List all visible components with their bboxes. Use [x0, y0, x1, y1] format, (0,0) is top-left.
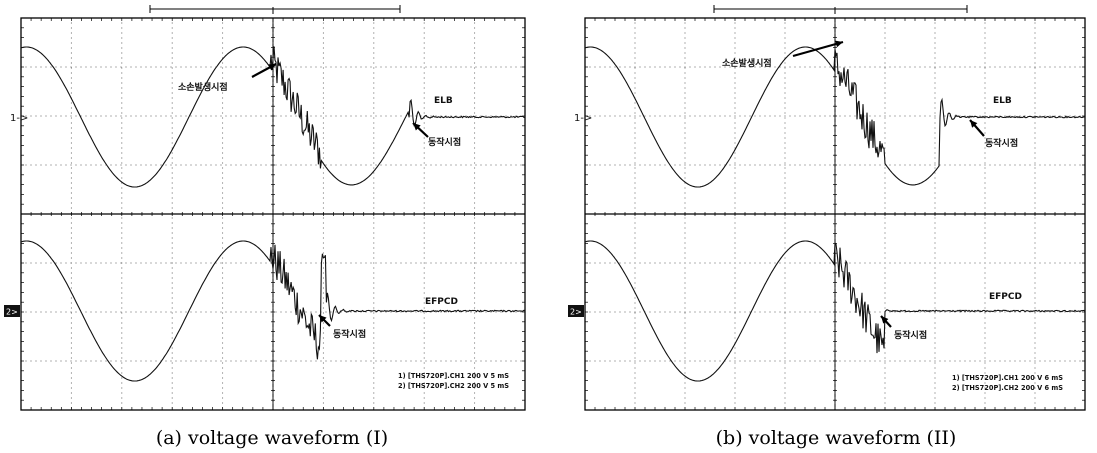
scope-settings-line: 1) [THS720P].CH1 200 V 5 mS: [398, 372, 509, 380]
arrow-damage-point: [792, 40, 844, 58]
ch1-waveform: [584, 46, 1085, 188]
ch1-marker: 1->: [574, 113, 592, 124]
scope-settings-line: 2) [THS720P].CH2 200 V 6 mS: [952, 384, 1063, 392]
label-elb: ELB: [434, 96, 453, 106]
label-damage-point: 소손발생시점: [722, 57, 772, 69]
panel-a: 1-> 2> 소손발생시점 ELB 동작시점 EFPCD 동작시점 1) [THS720P].…: [4, 5, 526, 449]
arrow-elb-trip: [969, 119, 985, 137]
panel-b: 1-> 2> 소손발생시점 ELB 동작시점 EFPCD 동작시점 1) [THS720P].…: [568, 5, 1086, 449]
label-elb: ELB: [993, 96, 1012, 106]
arrow-efpcd-trip: [318, 314, 331, 327]
svg-text:2>: 2>: [6, 308, 18, 317]
arrow-efpcd-trip: [880, 315, 892, 328]
grid-dots: [25, 22, 522, 409]
label-efpcd: EFPCD: [425, 297, 458, 307]
ch2-waveform: [584, 240, 1086, 382]
ch1-waveform: [20, 46, 526, 188]
ch2-marker: 2>: [568, 305, 584, 317]
label-elb-trip: 동작시점: [985, 137, 1018, 149]
label-efpcd-trip: 동작시점: [333, 328, 366, 340]
label-elb-trip: 동작시점: [428, 136, 461, 148]
figure-caption: (b) voltage waveform (II): [716, 427, 957, 449]
label-efpcd: EFPCD: [989, 292, 1022, 302]
ch1-marker: 1->: [10, 113, 28, 124]
time-cursor-bar: [149, 5, 401, 14]
arrow-elb-trip: [412, 122, 429, 138]
figure-caption: (a) voltage waveform (I): [156, 427, 388, 449]
scope-settings-line: 2) [THS720P].CH2 200 V 5 mS: [398, 382, 509, 390]
time-cursor-bar: [713, 5, 968, 14]
ch2-marker: 2>: [4, 305, 20, 317]
svg-text:2>: 2>: [570, 308, 582, 317]
scope-settings-line: 1) [THS720P].CH1 200 V 6 mS: [952, 374, 1063, 382]
arrow-damage-point: [251, 63, 277, 78]
label-efpcd-trip: 동작시점: [894, 329, 927, 341]
label-damage-point: 소손발생시점: [178, 81, 228, 93]
ch2-waveform: [20, 240, 526, 382]
